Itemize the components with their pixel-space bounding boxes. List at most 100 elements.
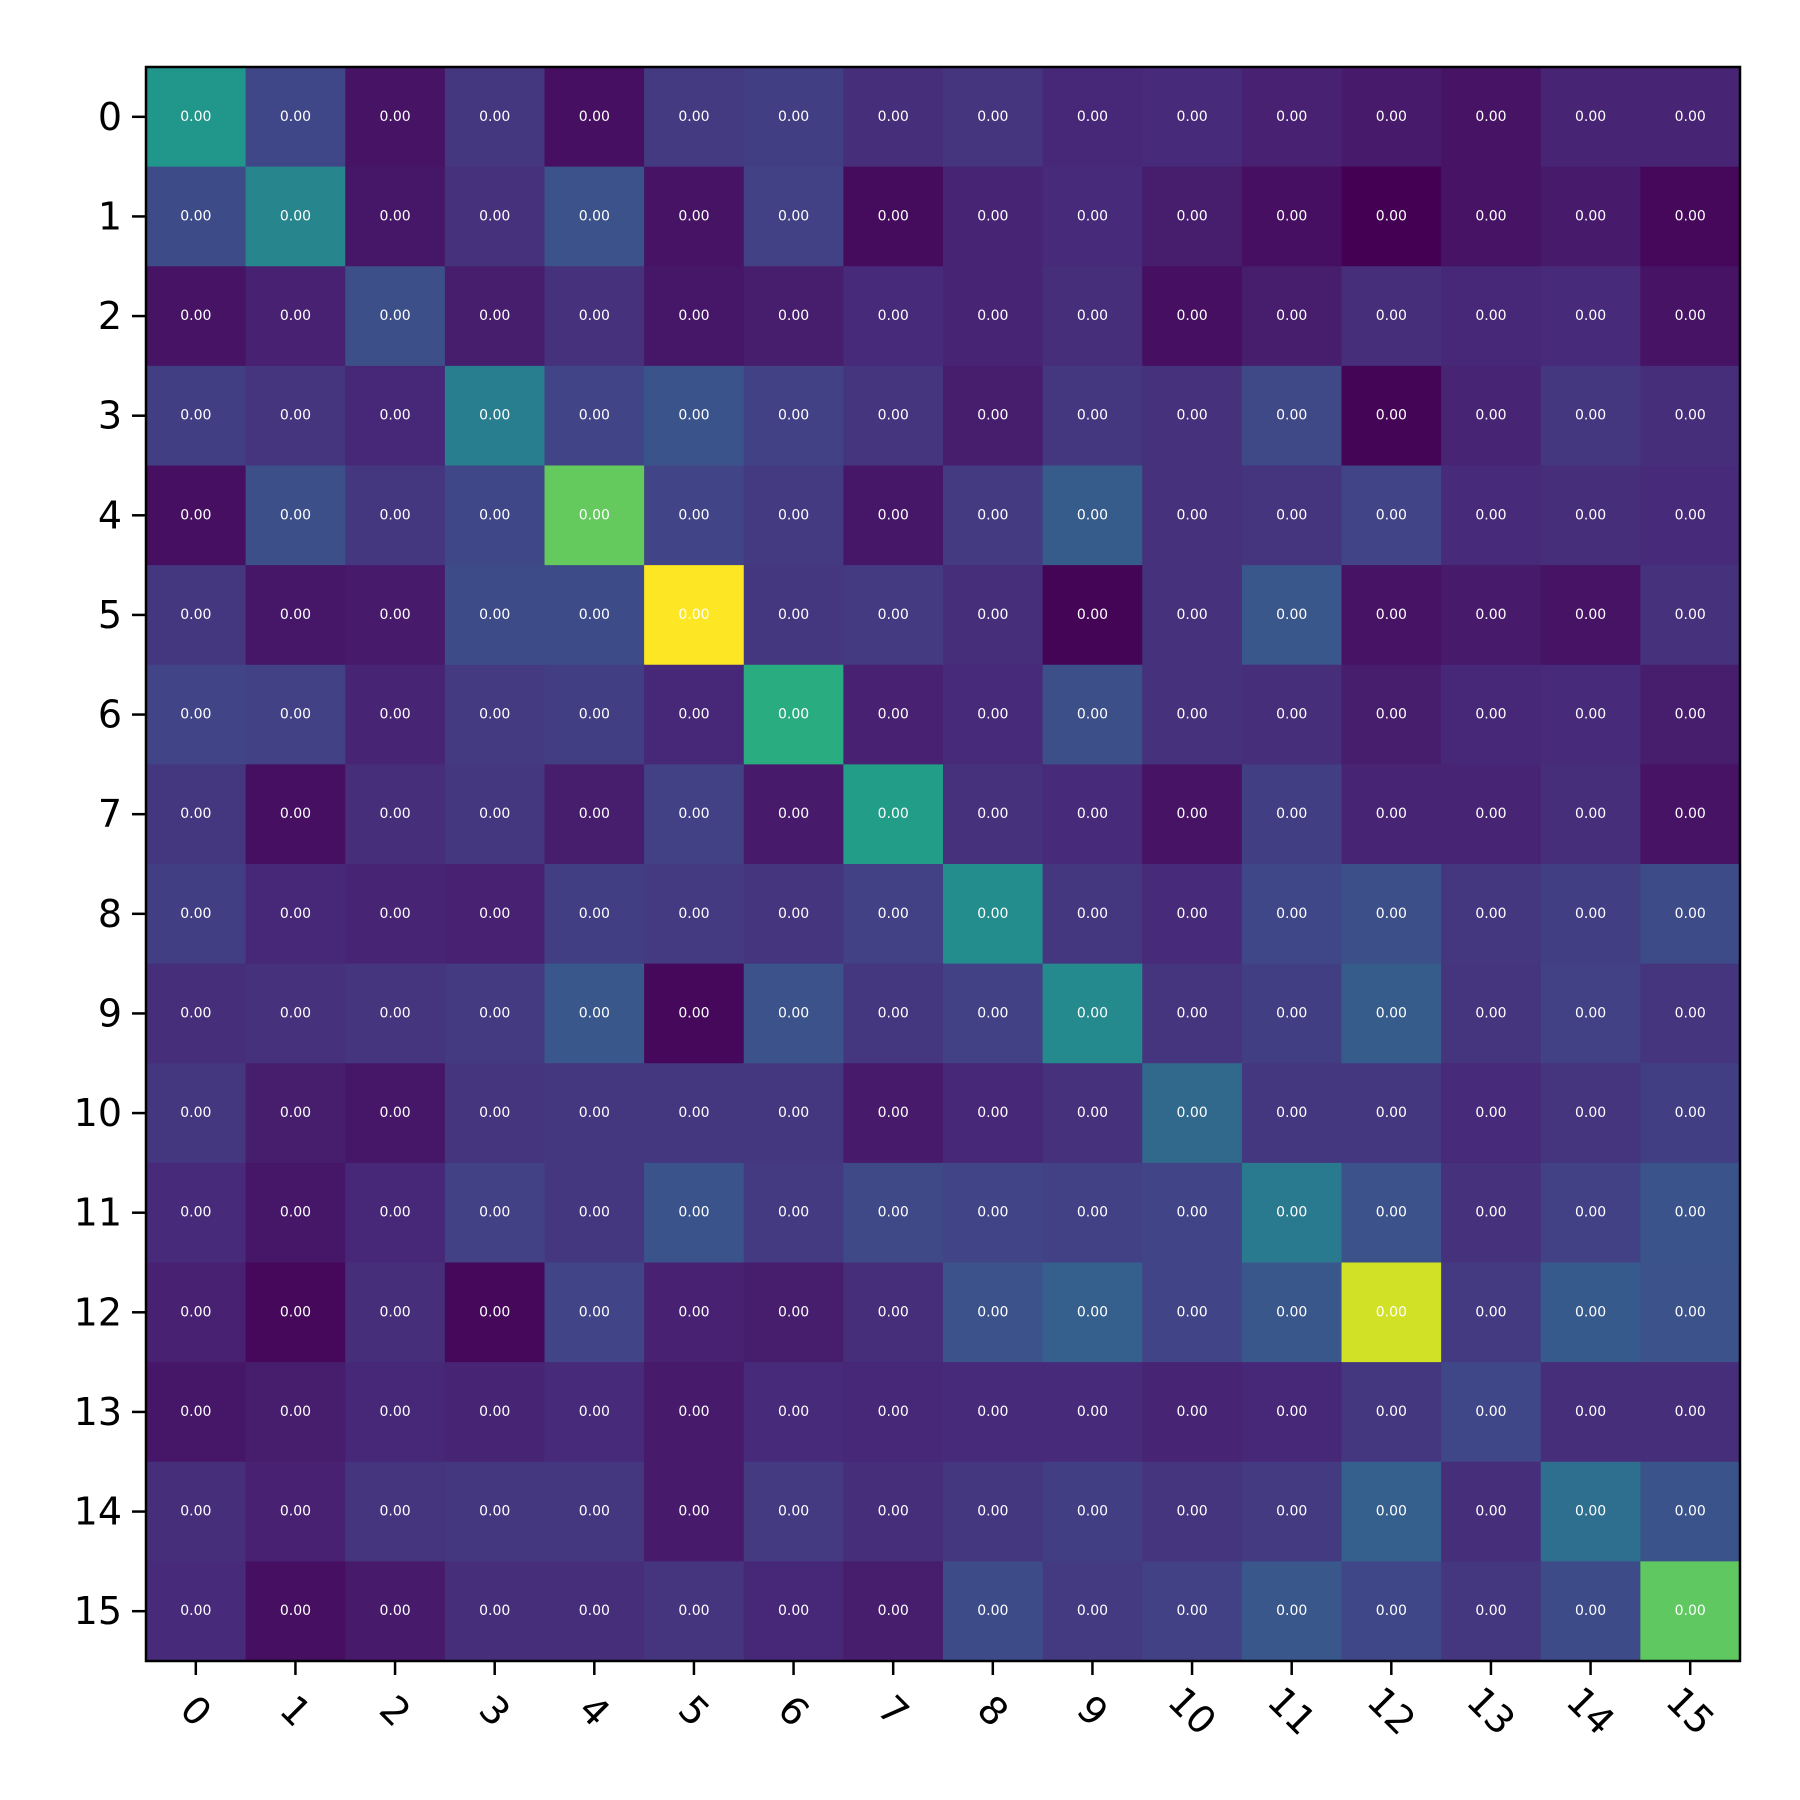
heatmap-cell-11-1 bbox=[245, 1162, 346, 1263]
cell-value-label-14-13: 0.00 bbox=[1475, 1504, 1506, 1520]
heatmap-cell-3-12 bbox=[1341, 365, 1442, 466]
heatmap-cell-6-3 bbox=[444, 664, 545, 765]
plot-frame bbox=[144, 65, 1742, 1663]
cell-value-label-14-12: 0.00 bbox=[1376, 1504, 1407, 1520]
cell-value-label-1-9: 0.00 bbox=[1077, 208, 1108, 224]
heatmap-cell-7-5 bbox=[644, 764, 745, 865]
cell-value-label-12-1: 0.00 bbox=[280, 1304, 311, 1320]
cell-value-label-14-9: 0.00 bbox=[1077, 1504, 1108, 1520]
heatmap-cell-6-2 bbox=[345, 664, 446, 765]
heatmap-cell-12-14 bbox=[1540, 1262, 1641, 1363]
cell-value-label-12-13: 0.00 bbox=[1475, 1304, 1506, 1320]
cell-value-label-2-5: 0.00 bbox=[678, 308, 709, 324]
y-tick-label-14: 14 bbox=[74, 1490, 122, 1534]
heatmap-cell-3-4 bbox=[544, 365, 645, 466]
heatmap-cell-15-10 bbox=[1142, 1561, 1243, 1662]
cell-value-label-12-7: 0.00 bbox=[878, 1304, 909, 1320]
heatmap-cell-6-1 bbox=[245, 664, 346, 765]
cell-value-label-4-2: 0.00 bbox=[379, 507, 410, 523]
heatmap-cell-9-4 bbox=[544, 963, 645, 1064]
heatmap-cell-7-3 bbox=[444, 764, 545, 865]
heatmap-cell-13-1 bbox=[245, 1362, 346, 1463]
cell-value-label-0-15: 0.00 bbox=[1675, 109, 1706, 125]
heatmap-cell-0-5 bbox=[644, 67, 745, 168]
cell-value-label-0-7: 0.00 bbox=[878, 109, 909, 125]
cell-value-label-8-10: 0.00 bbox=[1176, 906, 1207, 922]
heatmap-cell-10-1 bbox=[245, 1063, 346, 1164]
heatmap-cell-8-1 bbox=[245, 864, 346, 965]
heatmap-cell-4-15 bbox=[1640, 465, 1741, 566]
cell-value-label-5-1: 0.00 bbox=[280, 607, 311, 623]
heatmap-cell-13-7 bbox=[843, 1362, 944, 1463]
cell-value-label-12-2: 0.00 bbox=[379, 1304, 410, 1320]
cell-value-label-11-7: 0.00 bbox=[878, 1205, 909, 1221]
cell-value-label-4-12: 0.00 bbox=[1376, 507, 1407, 523]
cell-value-label-4-13: 0.00 bbox=[1475, 507, 1506, 523]
heatmap-cell-1-7 bbox=[843, 166, 944, 267]
heatmap-cell-9-5 bbox=[644, 963, 745, 1064]
cell-value-label-8-2: 0.00 bbox=[379, 906, 410, 922]
heatmap-cell-8-3 bbox=[444, 864, 545, 965]
cell-value-label-9-3: 0.00 bbox=[479, 1005, 510, 1021]
cell-value-label-3-9: 0.00 bbox=[1077, 408, 1108, 424]
heatmap-cell-5-15 bbox=[1640, 565, 1741, 666]
heatmap-cell-8-8 bbox=[943, 864, 1044, 965]
cell-value-label-11-5: 0.00 bbox=[678, 1205, 709, 1221]
heatmap-cell-1-11 bbox=[1241, 166, 1342, 267]
cell-value-label-4-5: 0.00 bbox=[678, 507, 709, 523]
heatmap-cell-10-7 bbox=[843, 1063, 944, 1164]
heatmap-cell-12-1 bbox=[245, 1262, 346, 1363]
cell-value-label-3-12: 0.00 bbox=[1376, 408, 1407, 424]
heatmap-cell-12-4 bbox=[544, 1262, 645, 1363]
cell-value-label-8-1: 0.00 bbox=[280, 906, 311, 922]
cell-value-label-9-0: 0.00 bbox=[180, 1005, 211, 1021]
heatmap-cell-0-7 bbox=[843, 67, 944, 168]
cell-value-label-15-7: 0.00 bbox=[878, 1603, 909, 1619]
heatmap-cell-14-1 bbox=[245, 1461, 346, 1562]
heatmap-cell-3-0 bbox=[146, 365, 247, 466]
heatmap-cell-1-12 bbox=[1341, 166, 1442, 267]
heatmap-cell-14-14 bbox=[1540, 1461, 1641, 1562]
cell-value-label-9-14: 0.00 bbox=[1575, 1005, 1606, 1021]
heatmap-cell-11-9 bbox=[1042, 1162, 1143, 1263]
heatmap-cell-0-8 bbox=[943, 67, 1044, 168]
heatmap-cell-10-6 bbox=[743, 1063, 844, 1164]
cell-value-label-14-0: 0.00 bbox=[180, 1504, 211, 1520]
cell-value-label-15-0: 0.00 bbox=[180, 1603, 211, 1619]
cell-value-label-15-4: 0.00 bbox=[579, 1603, 610, 1619]
heatmap-cell-8-7 bbox=[843, 864, 944, 965]
heatmap-cell-5-10 bbox=[1142, 565, 1243, 666]
cell-value-label-4-15: 0.00 bbox=[1675, 507, 1706, 523]
heatmap-cell-11-13 bbox=[1441, 1162, 1542, 1263]
heatmap-cell-12-6 bbox=[743, 1262, 844, 1363]
cell-value-label-6-2: 0.00 bbox=[379, 707, 410, 723]
heatmap-cell-3-7 bbox=[843, 365, 944, 466]
y-tick-label-8: 8 bbox=[98, 892, 122, 936]
cell-value-label-1-12: 0.00 bbox=[1376, 208, 1407, 224]
cell-value-label-14-3: 0.00 bbox=[479, 1504, 510, 1520]
heatmap-cell-11-8 bbox=[943, 1162, 1044, 1263]
heatmap-cell-2-2 bbox=[345, 266, 446, 367]
cell-value-label-0-12: 0.00 bbox=[1376, 109, 1407, 125]
cell-value-label-2-8: 0.00 bbox=[977, 308, 1008, 324]
cell-value-label-14-11: 0.00 bbox=[1276, 1504, 1307, 1520]
cell-value-label-6-10: 0.00 bbox=[1176, 707, 1207, 723]
x-tick-label-14: 14 bbox=[1558, 1678, 1623, 1743]
heatmap-cell-10-10 bbox=[1142, 1063, 1243, 1164]
cell-value-label-5-2: 0.00 bbox=[379, 607, 410, 623]
y-tick-label-4: 4 bbox=[98, 493, 122, 537]
heatmap-cell-4-12 bbox=[1341, 465, 1442, 566]
heatmap-cell-8-6 bbox=[743, 864, 844, 965]
cell-value-label-11-9: 0.00 bbox=[1077, 1205, 1108, 1221]
cell-value-label-2-13: 0.00 bbox=[1475, 308, 1506, 324]
heatmap-cell-6-13 bbox=[1441, 664, 1542, 765]
cell-value-label-11-15: 0.00 bbox=[1675, 1205, 1706, 1221]
cell-value-label-13-8: 0.00 bbox=[977, 1404, 1008, 1420]
heatmap-cell-13-13 bbox=[1441, 1362, 1542, 1463]
heatmap-cell-1-0 bbox=[146, 166, 247, 267]
cell-value-label-10-12: 0.00 bbox=[1376, 1105, 1407, 1121]
cell-value-label-8-6: 0.00 bbox=[778, 906, 809, 922]
cell-value-label-4-6: 0.00 bbox=[778, 507, 809, 523]
cell-value-label-3-1: 0.00 bbox=[280, 408, 311, 424]
